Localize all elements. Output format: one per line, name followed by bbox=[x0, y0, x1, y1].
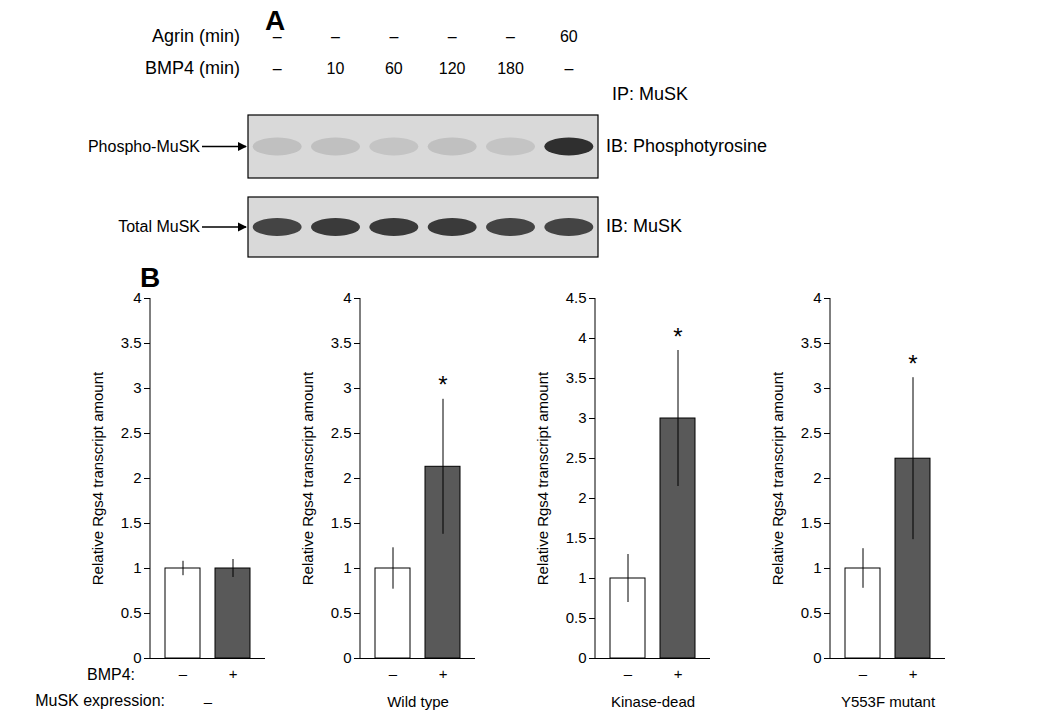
svg-text:Relative Rgs4 transcript amoun: Relative Rgs4 transcript amount bbox=[769, 371, 786, 585]
svg-text:1: 1 bbox=[343, 559, 351, 576]
svg-text:Y553F mutant: Y553F mutant bbox=[841, 693, 936, 710]
svg-text:–: – bbox=[331, 28, 340, 45]
svg-text:2: 2 bbox=[578, 489, 586, 506]
svg-text:2: 2 bbox=[813, 469, 821, 486]
svg-text:3.5: 3.5 bbox=[331, 334, 352, 351]
svg-text:Agrin (min): Agrin (min) bbox=[152, 26, 240, 46]
svg-text:0: 0 bbox=[133, 649, 141, 666]
svg-text:3: 3 bbox=[578, 409, 586, 426]
svg-text:3.5: 3.5 bbox=[566, 369, 587, 386]
svg-text:1.5: 1.5 bbox=[801, 514, 822, 531]
svg-text:1.5: 1.5 bbox=[331, 514, 352, 531]
svg-text:4: 4 bbox=[813, 289, 821, 306]
svg-text:3.5: 3.5 bbox=[801, 334, 822, 351]
svg-text:4.5: 4.5 bbox=[566, 289, 587, 306]
svg-text:*: * bbox=[673, 323, 682, 350]
svg-text:1: 1 bbox=[578, 569, 586, 586]
svg-text:–: – bbox=[624, 665, 633, 682]
svg-text:Relative Rgs4 transcript amoun: Relative Rgs4 transcript amount bbox=[299, 371, 316, 585]
svg-text:IB: MuSK: IB: MuSK bbox=[606, 216, 682, 236]
svg-text:IP: MuSK: IP: MuSK bbox=[612, 84, 688, 104]
svg-text:2.5: 2.5 bbox=[801, 424, 822, 441]
svg-text:0.5: 0.5 bbox=[566, 609, 587, 626]
svg-text:BMP4 (min): BMP4 (min) bbox=[145, 58, 240, 78]
svg-text:4: 4 bbox=[133, 289, 141, 306]
svg-text:–: – bbox=[564, 60, 573, 77]
svg-text:1: 1 bbox=[133, 559, 141, 576]
svg-text:4: 4 bbox=[343, 289, 351, 306]
svg-text:1.5: 1.5 bbox=[566, 529, 587, 546]
svg-text:Relative Rgs4 transcript amoun: Relative Rgs4 transcript amount bbox=[89, 371, 106, 585]
svg-text:0: 0 bbox=[578, 649, 586, 666]
svg-text:–: – bbox=[179, 665, 188, 682]
svg-text:4: 4 bbox=[578, 329, 586, 346]
svg-text:–: – bbox=[859, 665, 868, 682]
html-text:MuSK expression:: MuSK expression: bbox=[35, 692, 165, 709]
svg-text:Kinase-dead: Kinase-dead bbox=[611, 693, 695, 710]
svg-text:0: 0 bbox=[813, 649, 821, 666]
svg-text:–: – bbox=[389, 28, 398, 45]
svg-text:3: 3 bbox=[343, 379, 351, 396]
svg-text:+: + bbox=[909, 665, 918, 682]
svg-text:2.5: 2.5 bbox=[331, 424, 352, 441]
svg-text:2.5: 2.5 bbox=[566, 449, 587, 466]
svg-text:*: * bbox=[438, 371, 447, 398]
svg-text:–: – bbox=[273, 28, 282, 45]
html-text:B: B bbox=[140, 262, 161, 293]
svg-text:3: 3 bbox=[813, 379, 821, 396]
svg-text:60: 60 bbox=[560, 28, 578, 45]
svg-text:2: 2 bbox=[343, 469, 351, 486]
svg-text:60: 60 bbox=[385, 60, 403, 77]
svg-text:1: 1 bbox=[813, 559, 821, 576]
svg-text:+: + bbox=[674, 665, 683, 682]
svg-text:2.5: 2.5 bbox=[121, 424, 142, 441]
svg-text:Phospho-MuSK: Phospho-MuSK bbox=[88, 138, 200, 155]
svg-text:180: 180 bbox=[497, 60, 524, 77]
svg-text:A: A bbox=[265, 5, 286, 36]
svg-text:+: + bbox=[439, 665, 448, 682]
svg-text:–: – bbox=[389, 665, 398, 682]
svg-text:–: – bbox=[506, 28, 515, 45]
svg-text:Total MuSK: Total MuSK bbox=[118, 218, 200, 235]
svg-text:2: 2 bbox=[133, 469, 141, 486]
svg-text:120: 120 bbox=[439, 60, 466, 77]
svg-text:Relative Rgs4 transcript amoun: Relative Rgs4 transcript amount bbox=[534, 371, 551, 585]
svg-text:+: + bbox=[229, 665, 238, 682]
svg-text:3.5: 3.5 bbox=[121, 334, 142, 351]
svg-text:*: * bbox=[908, 350, 917, 377]
svg-text:–: – bbox=[273, 60, 282, 77]
svg-text:–: – bbox=[448, 28, 457, 45]
svg-text:Wild type: Wild type bbox=[387, 693, 449, 710]
svg-text:IB: Phosphotyrosine: IB: Phosphotyrosine bbox=[606, 136, 767, 156]
svg-text:–: – bbox=[204, 693, 213, 710]
svg-text:3: 3 bbox=[133, 379, 141, 396]
svg-text:1.5: 1.5 bbox=[121, 514, 142, 531]
svg-text:0.5: 0.5 bbox=[331, 604, 352, 621]
svg-text:0.5: 0.5 bbox=[121, 604, 142, 621]
svg-text:10: 10 bbox=[327, 60, 345, 77]
html-text:BMP4:: BMP4: bbox=[87, 666, 135, 683]
svg-text:0.5: 0.5 bbox=[801, 604, 822, 621]
svg-text:0: 0 bbox=[343, 649, 351, 666]
